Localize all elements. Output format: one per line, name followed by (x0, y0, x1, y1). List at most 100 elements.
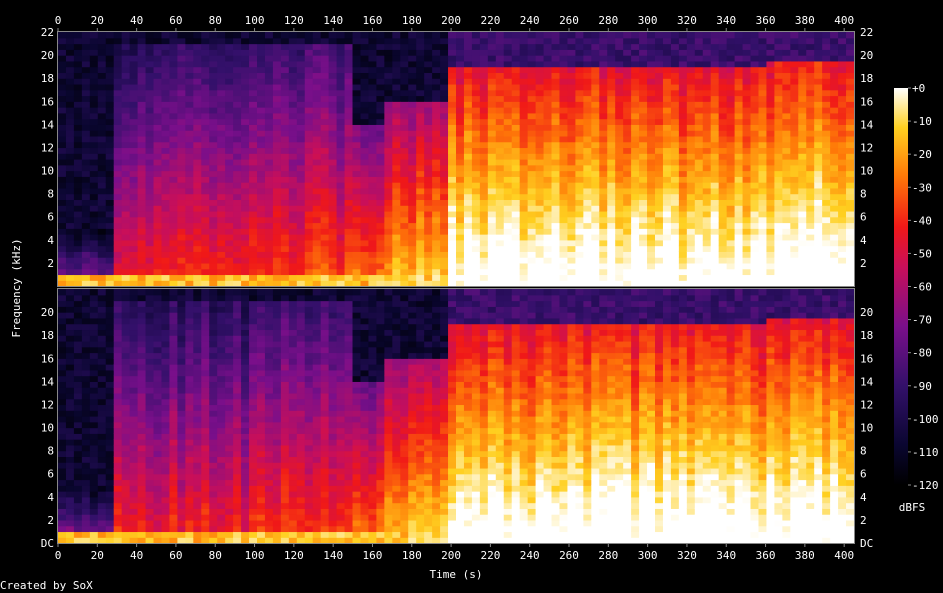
spectrogram-cell (177, 147, 186, 154)
spectrogram-cell (145, 60, 155, 68)
spectrogram-cell (169, 49, 178, 56)
spectrogram-cell (113, 375, 123, 382)
spectrogram-cell (153, 300, 163, 307)
spectrogram-cell (73, 485, 83, 492)
spectrogram-cell (121, 514, 131, 521)
spectrogram-cell (718, 118, 728, 125)
spectrogram-cell (209, 55, 218, 62)
spectrogram-cell (105, 101, 115, 108)
spectrogram-cell (153, 251, 163, 258)
spectrogram-cell (105, 141, 115, 149)
spectrogram-cell (296, 72, 306, 79)
spectrogram-cell (694, 159, 704, 166)
spectrogram-cell (97, 416, 107, 423)
spectrogram-cell (209, 245, 218, 252)
spectrogram-cell (376, 83, 385, 91)
spectrogram-cell (846, 187, 855, 195)
spectrogram-cell (647, 72, 656, 79)
spectrogram-cell (105, 485, 115, 492)
spectrogram-cell (424, 112, 433, 120)
spectrogram-cell (177, 257, 186, 264)
spectrogram-cell (798, 147, 807, 154)
spectrogram-cell (479, 49, 489, 56)
spectrogram-cell (185, 222, 194, 229)
spectrogram-cell (81, 317, 91, 325)
spectrogram-cell (249, 228, 258, 235)
spectrogram-cell (479, 159, 489, 166)
spectrogram-cell (137, 32, 147, 39)
spectrogram-cell (264, 135, 274, 143)
spectrogram-cell (575, 83, 584, 91)
spectrogram-cell (678, 280, 688, 287)
spectrogram-cell (264, 118, 274, 125)
spectrogram-cell (694, 130, 704, 137)
spectrogram-cell (838, 159, 847, 166)
spectrogram-cell (384, 118, 393, 125)
spectrogram-cell (686, 141, 696, 149)
spectrogram-cell (694, 66, 704, 74)
spectrogram-cell (137, 433, 147, 440)
spectrogram-cell (153, 369, 163, 377)
spectrogram-cell (217, 101, 226, 108)
spectrogram-cell (161, 410, 171, 417)
spectrogram-cell (272, 66, 282, 74)
spectrogram-cell (686, 83, 696, 91)
spectrogram-cell (352, 280, 362, 287)
spectrogram-cell (432, 130, 441, 137)
spectrogram-cell (503, 251, 513, 258)
spectrogram-cell (73, 55, 83, 62)
spectrogram-cell (328, 159, 338, 166)
spectrogram-cell (662, 141, 672, 149)
spectrogram-cell (471, 216, 481, 224)
spectrogram-cell (121, 439, 131, 446)
spectrogram-cell (487, 72, 497, 79)
spectrogram-cell (384, 112, 393, 120)
spectrogram-cell (137, 416, 147, 423)
spectrogram-cell (551, 239, 561, 247)
spectrogram-cell (440, 159, 449, 166)
spectrogram-cell (503, 112, 513, 120)
spectrogram-cell (607, 176, 616, 183)
spectrogram-cell (543, 280, 553, 287)
spectrogram-cell (73, 496, 83, 504)
spectrogram-cell (113, 95, 123, 102)
spectrogram-cell (73, 519, 83, 527)
spectrogram-cell (89, 239, 99, 247)
spectrogram-cell (519, 37, 529, 45)
spectrogram-cell (686, 55, 696, 62)
spectrogram-cell (121, 317, 131, 325)
spectrogram-cell (495, 268, 505, 276)
spectrogram-cell (647, 66, 656, 74)
spectrogram-cell (201, 187, 210, 195)
spectrogram-cell (432, 176, 441, 183)
spectrogram-cell (121, 124, 131, 131)
spectrogram-cell (670, 124, 680, 131)
spectrogram-cell (360, 245, 370, 252)
spectrogram-cell (440, 66, 449, 74)
spectrogram-cell (153, 55, 163, 62)
spectrogram-cell (129, 456, 139, 463)
spectrogram-cell (217, 66, 226, 74)
spectrogram-cell (623, 60, 632, 68)
spectrogram-cell (161, 398, 171, 406)
spectrogram-cell (607, 170, 616, 177)
spectrogram-cell (153, 170, 163, 177)
spectrogram-cell (495, 78, 505, 85)
spectrogram-cell (615, 83, 624, 91)
spectrogram-cell (543, 262, 553, 270)
spectrogram-cell (121, 245, 131, 252)
spectrogram-cell (559, 95, 569, 102)
spectrogram-cell (583, 234, 592, 241)
spectrogram-cell (400, 274, 409, 281)
spectrogram-cell (97, 55, 107, 62)
spectrogram-cell (806, 262, 815, 270)
spectrogram-cell (631, 262, 640, 270)
spectrogram-cell (440, 101, 449, 108)
spectrogram-cell (58, 257, 67, 264)
spectrogram-cell (113, 312, 123, 319)
spectrogram-cell (814, 280, 823, 287)
spectrogram-cell (830, 159, 839, 166)
spectrogram-cell (368, 251, 377, 258)
spectrogram-cell (503, 89, 513, 97)
